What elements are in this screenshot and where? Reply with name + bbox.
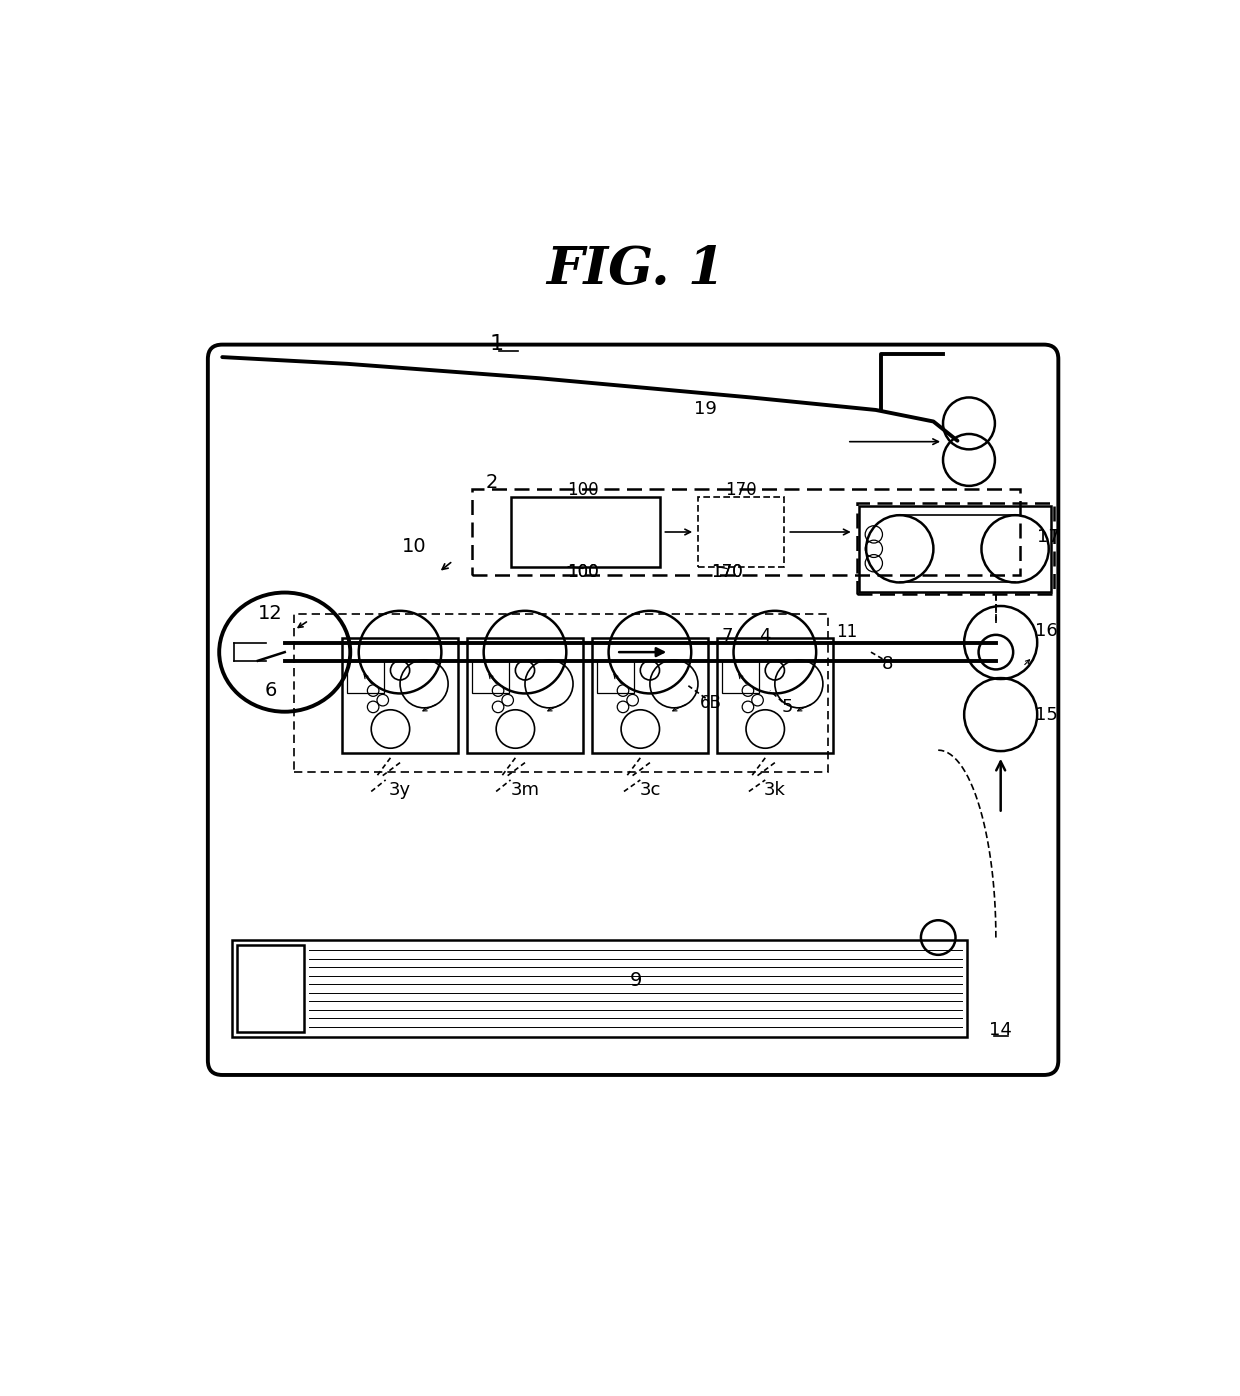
- Bar: [232, 941, 967, 1036]
- Text: 11: 11: [836, 623, 858, 641]
- Text: 3m: 3m: [511, 780, 539, 799]
- Text: 19: 19: [694, 401, 717, 417]
- Bar: [472, 660, 508, 692]
- Bar: [237, 945, 304, 1032]
- Text: 5: 5: [781, 698, 794, 716]
- Text: 12: 12: [258, 604, 283, 623]
- Bar: [722, 660, 759, 692]
- Bar: [593, 638, 708, 752]
- Text: 1: 1: [489, 334, 503, 353]
- Text: 15: 15: [1035, 705, 1058, 723]
- Text: 6B: 6B: [699, 694, 722, 712]
- Text: 16: 16: [1035, 623, 1058, 639]
- Text: 3c: 3c: [640, 780, 661, 799]
- Bar: [342, 638, 458, 752]
- Text: 100: 100: [567, 564, 599, 581]
- Bar: [347, 660, 383, 692]
- Bar: [596, 660, 634, 692]
- Text: 100: 100: [567, 564, 599, 581]
- Bar: [467, 638, 583, 752]
- Text: 170: 170: [725, 480, 758, 498]
- Bar: [857, 503, 1054, 595]
- Bar: [294, 614, 828, 772]
- Bar: [698, 497, 785, 567]
- Text: 170: 170: [711, 564, 743, 581]
- Bar: [859, 507, 1050, 592]
- Text: 10: 10: [402, 537, 427, 556]
- Text: 100: 100: [567, 480, 599, 498]
- Text: 3y: 3y: [389, 780, 412, 799]
- Text: 9: 9: [630, 972, 641, 990]
- Text: 8: 8: [882, 655, 893, 673]
- Text: 17: 17: [1038, 528, 1060, 546]
- Bar: [511, 497, 660, 567]
- Text: 3k: 3k: [764, 780, 786, 799]
- Bar: [472, 489, 1019, 575]
- Text: 6: 6: [264, 681, 277, 699]
- Text: 2: 2: [485, 472, 497, 491]
- Text: 170: 170: [711, 564, 743, 581]
- Bar: [717, 638, 832, 752]
- Text: 14: 14: [990, 1020, 1012, 1039]
- Text: 7: 7: [720, 627, 733, 645]
- Text: FIG. 1: FIG. 1: [546, 244, 725, 295]
- Text: 4: 4: [759, 627, 771, 645]
